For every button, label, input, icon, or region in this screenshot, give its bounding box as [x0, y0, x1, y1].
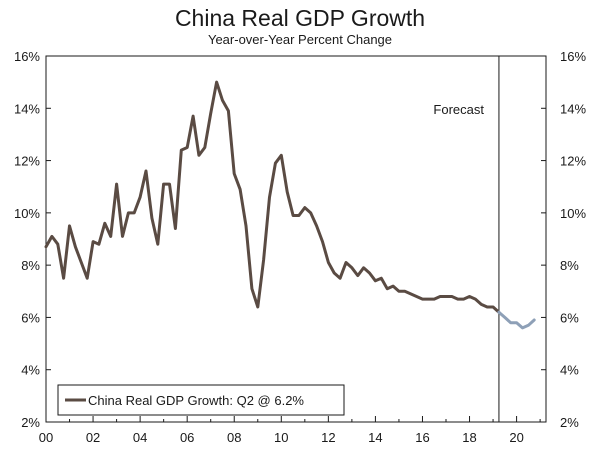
x-tick-label: 00 — [39, 430, 53, 445]
y-tick-label-right: 6% — [560, 310, 579, 325]
y-tick-label-left: 8% — [21, 258, 40, 273]
x-tick-label: 16 — [415, 430, 429, 445]
y-tick-label-right: 8% — [560, 258, 579, 273]
x-tick-label: 08 — [227, 430, 241, 445]
legend: China Real GDP Growth: Q2 @ 6.2% — [57, 384, 345, 416]
gdp-series-line — [44, 80, 501, 314]
y-tick-label-right: 2% — [560, 415, 579, 430]
x-tick-label: 10 — [274, 430, 288, 445]
y-tick-label-right: 12% — [560, 154, 586, 169]
y-tick-label-right: 10% — [560, 206, 586, 221]
y-tick-label-right: 14% — [560, 101, 586, 116]
y-tick-label-left: 14% — [14, 101, 40, 116]
y-tick-label-left: 2% — [21, 415, 40, 430]
forecast-series-line — [497, 310, 536, 330]
x-tick-label: 18 — [462, 430, 476, 445]
chart-title: China Real GDP Growth — [174, 5, 426, 31]
x-tick-label: 20 — [509, 430, 523, 445]
y-tick-label-right: 4% — [560, 363, 579, 378]
legend-box — [57, 384, 345, 416]
plot-frame — [45, 55, 547, 423]
x-tick-label: 04 — [133, 430, 147, 445]
y-tick-label-left: 6% — [21, 310, 40, 325]
y-tick-label-left: 4% — [21, 363, 40, 378]
x-tick-label: 02 — [86, 430, 100, 445]
y-tick-label-left: 12% — [14, 154, 40, 169]
x-tick-label: 12 — [321, 430, 335, 445]
forecast-label: Forecast — [433, 102, 484, 117]
x-tick-label: 14 — [368, 430, 382, 445]
y-tick-label-left: 10% — [14, 206, 40, 221]
chart-subtitle: Year-over-Year Percent Change — [207, 32, 393, 47]
y-tick-label-left: 16% — [14, 49, 40, 64]
y-tick-label-right: 16% — [560, 49, 586, 64]
legend-label: China Real GDP Growth: Q2 @ 6.2% — [88, 393, 304, 408]
x-tick-label: 06 — [180, 430, 194, 445]
